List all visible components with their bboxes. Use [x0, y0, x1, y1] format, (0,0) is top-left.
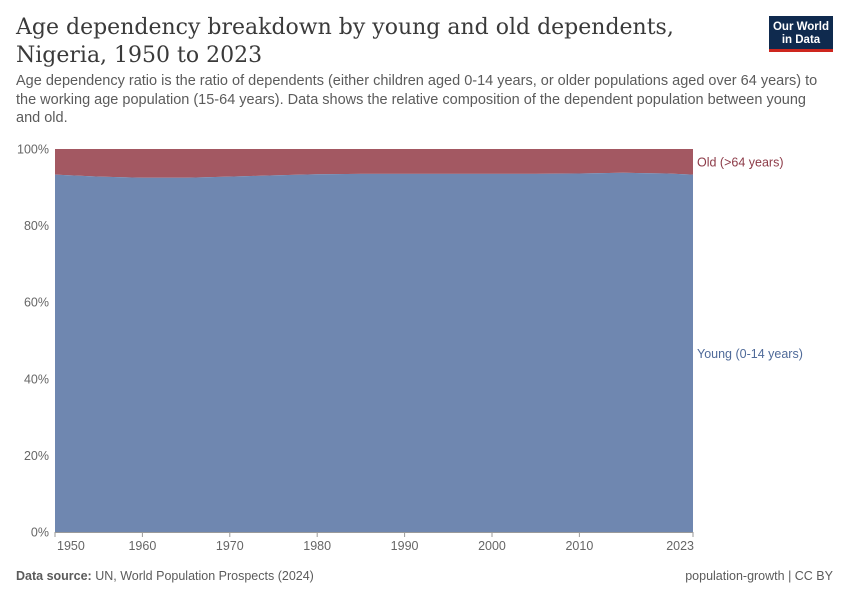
x-tick-label: 2010: [565, 539, 593, 553]
series-area-young: [55, 172, 693, 532]
license-text[interactable]: population-growth | CC BY: [685, 569, 833, 583]
y-tick-label: 80%: [24, 219, 49, 233]
x-tick-label: 2000: [478, 539, 506, 553]
y-tick-label: 20%: [24, 449, 49, 463]
y-tick-label: 40%: [24, 372, 49, 386]
y-tick-label: 60%: [24, 296, 49, 310]
data-source-label: Data source:: [16, 569, 92, 583]
logo-line-1: Our World: [772, 21, 829, 33]
series-label-old: Old (>64 years): [697, 155, 784, 169]
x-tick-label: 2023: [666, 539, 694, 553]
x-tick-label: 1970: [216, 539, 244, 553]
x-tick-label: 1990: [391, 539, 419, 553]
x-tick-label: 1950: [57, 539, 85, 553]
x-tick-label: 1980: [303, 539, 331, 553]
y-tick-label: 0%: [31, 526, 49, 540]
logo-line-2: in Data: [781, 33, 821, 46]
x-tick-label: 1960: [128, 539, 156, 553]
data-source: Data source: UN, World Population Prospe…: [16, 569, 314, 583]
chart-subtitle: Age dependency ratio is the ratio of dep…: [16, 73, 818, 126]
series-area-old: [55, 149, 693, 178]
owid-logo[interactable]: Our World in Data: [769, 16, 833, 52]
chart-title: Age dependency breakdown by young and ol…: [16, 15, 674, 68]
data-source-text[interactable]: UN, World Population Prospects (2024): [95, 569, 314, 583]
series-label-young: Young (0-14 years): [697, 347, 803, 361]
y-tick-label: 100%: [17, 143, 49, 157]
